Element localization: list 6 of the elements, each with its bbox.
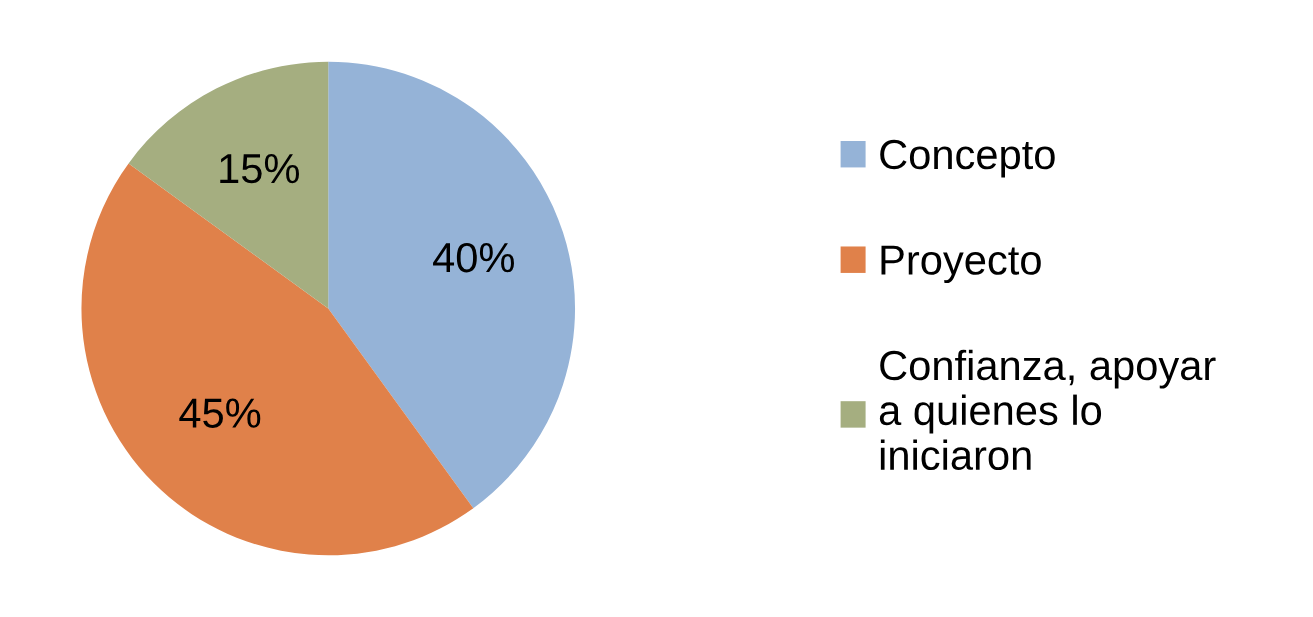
legend-label: Proyecto	[881, 245, 1041, 284]
data-label: 45%	[179, 398, 261, 428]
legend-label: Concepto	[880, 139, 1055, 178]
legend-label: Confianza, apoyar a quienes lo iniciaron	[879, 349, 1216, 471]
data-label: 15%	[220, 154, 299, 184]
data-label: 40%	[433, 242, 514, 273]
